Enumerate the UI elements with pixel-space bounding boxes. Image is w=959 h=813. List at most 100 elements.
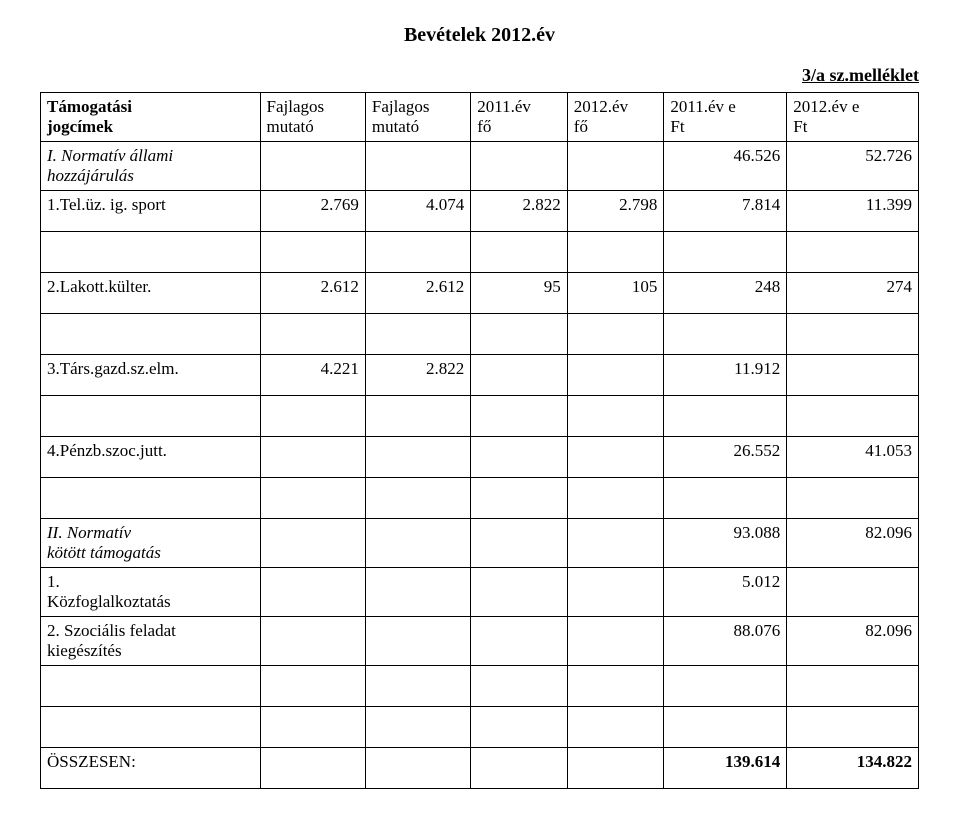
cell <box>365 748 470 789</box>
table-row <box>41 707 919 748</box>
table-row: 1. Közfoglalkoztatás 5.012 <box>41 568 919 617</box>
table-row <box>41 232 919 273</box>
header-b-l1: Fajlagos <box>372 97 430 116</box>
row-name: I. Normatív állami hozzájárulás <box>41 142 261 191</box>
page-title: Bevételek 2012.év <box>40 24 919 47</box>
table-row: 1.Tel.üz. ig. sport 2.769 4.074 2.822 2.… <box>41 191 919 232</box>
header-c-l2: fő <box>477 117 491 136</box>
header-f-l1: 2012.év e <box>793 97 859 116</box>
header-d-l1: 2012.év <box>574 97 628 116</box>
cell <box>365 617 470 666</box>
header-a-l1: Fajlagos <box>267 97 325 116</box>
row-name-l2: kötött támogatás <box>47 543 161 562</box>
row-name: 2. Szociális feladat kiegészítés <box>41 617 261 666</box>
header-e-l1: 2011.év e <box>670 97 735 116</box>
cell <box>365 142 470 191</box>
cell: 88.076 <box>664 617 787 666</box>
header-name: Támogatási jogcímek <box>41 93 261 142</box>
header-name-l1: Támogatási <box>47 97 132 116</box>
cell <box>567 568 664 617</box>
cell <box>567 519 664 568</box>
cell <box>260 568 365 617</box>
cell <box>471 568 568 617</box>
data-table: Támogatási jogcímek Fajlagos mutató Fajl… <box>40 92 919 789</box>
row-name: 4.Pénzb.szoc.jutt. <box>41 437 261 478</box>
cell: 2.612 <box>260 273 365 314</box>
header-b-l2: mutató <box>372 117 419 136</box>
table-row: I. Normatív állami hozzájárulás 46.526 5… <box>41 142 919 191</box>
cell: 2.822 <box>365 355 470 396</box>
cell <box>260 748 365 789</box>
cell <box>787 568 919 617</box>
row-name: 2.Lakott.külter. <box>41 273 261 314</box>
table-row: 3.Társ.gazd.sz.elm. 4.221 2.822 11.912 <box>41 355 919 396</box>
cell <box>471 437 568 478</box>
cell: 41.053 <box>787 437 919 478</box>
row-name-l2: kiegészítés <box>47 641 122 660</box>
cell <box>567 437 664 478</box>
cell: 26.552 <box>664 437 787 478</box>
row-name: 1.Tel.üz. ig. sport <box>41 191 261 232</box>
table-row <box>41 396 919 437</box>
table-row <box>41 314 919 355</box>
header-name-l2: jogcímek <box>47 117 113 136</box>
table-row: 2. Szociális feladat kiegészítés 88.076 … <box>41 617 919 666</box>
row-name: ÖSSZESEN: <box>41 748 261 789</box>
row-name-l2: Közfoglalkoztatás <box>47 592 171 611</box>
header-e-l2: Ft <box>670 117 684 136</box>
cell: 248 <box>664 273 787 314</box>
header-d: 2012.év fő <box>567 93 664 142</box>
header-b: Fajlagos mutató <box>365 93 470 142</box>
cell <box>787 355 919 396</box>
cell: 11.399 <box>787 191 919 232</box>
cell: 139.614 <box>664 748 787 789</box>
cell <box>567 355 664 396</box>
row-name-l2: hozzájárulás <box>47 166 134 185</box>
cell: 46.526 <box>664 142 787 191</box>
cell <box>471 617 568 666</box>
header-e: 2011.év e Ft <box>664 93 787 142</box>
cell: 134.822 <box>787 748 919 789</box>
annex-label: 3/a sz.melléklet <box>40 65 919 86</box>
table-row: II. Normatív kötött támogatás 93.088 82.… <box>41 519 919 568</box>
header-f: 2012.év e Ft <box>787 93 919 142</box>
table-row-total: ÖSSZESEN: 139.614 134.822 <box>41 748 919 789</box>
cell: 2.612 <box>365 273 470 314</box>
table-header-row: Támogatási jogcímek Fajlagos mutató Fajl… <box>41 93 919 142</box>
cell: 11.912 <box>664 355 787 396</box>
cell: 4.074 <box>365 191 470 232</box>
row-name-l1: II. Normatív <box>47 523 131 542</box>
cell: 4.221 <box>260 355 365 396</box>
cell <box>365 568 470 617</box>
cell <box>567 748 664 789</box>
cell <box>471 355 568 396</box>
row-name-l1: 2. Szociális feladat <box>47 621 176 640</box>
cell <box>260 617 365 666</box>
cell <box>567 617 664 666</box>
header-d-l2: fő <box>574 117 588 136</box>
cell: 82.096 <box>787 519 919 568</box>
table-row <box>41 478 919 519</box>
header-f-l2: Ft <box>793 117 807 136</box>
table-row: 2.Lakott.külter. 2.612 2.612 95 105 248 … <box>41 273 919 314</box>
cell <box>471 142 568 191</box>
header-c: 2011.év fő <box>471 93 568 142</box>
cell <box>365 519 470 568</box>
row-name: 1. Közfoglalkoztatás <box>41 568 261 617</box>
cell <box>365 437 470 478</box>
row-name-l1: 1. <box>47 572 60 591</box>
cell <box>471 519 568 568</box>
cell: 2.769 <box>260 191 365 232</box>
cell: 2.822 <box>471 191 568 232</box>
cell: 2.798 <box>567 191 664 232</box>
cell: 5.012 <box>664 568 787 617</box>
cell <box>260 519 365 568</box>
cell: 274 <box>787 273 919 314</box>
table-row <box>41 666 919 707</box>
cell: 7.814 <box>664 191 787 232</box>
header-c-l1: 2011.év <box>477 97 531 116</box>
cell <box>471 748 568 789</box>
cell: 95 <box>471 273 568 314</box>
table-row: 4.Pénzb.szoc.jutt. 26.552 41.053 <box>41 437 919 478</box>
cell: 82.096 <box>787 617 919 666</box>
